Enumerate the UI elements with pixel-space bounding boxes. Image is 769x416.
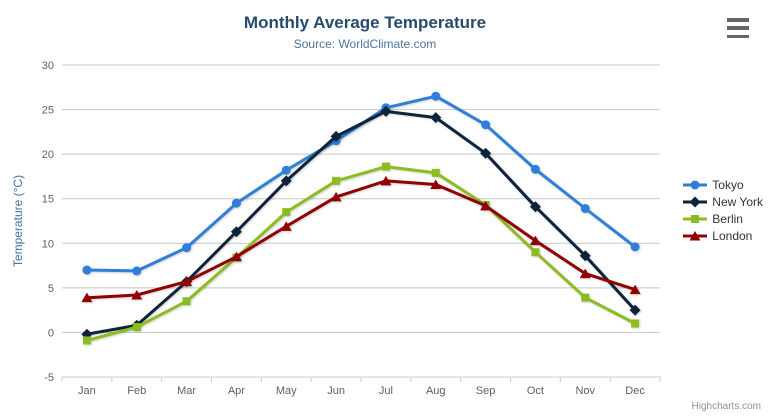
square-marker-icon[interactable] xyxy=(691,214,700,223)
data-point[interactable] xyxy=(579,268,591,279)
chart-title: Monthly Average Temperature xyxy=(243,13,487,32)
data-point[interactable] xyxy=(631,319,640,328)
x-axis-label: Dec xyxy=(625,385,645,397)
data-point[interactable] xyxy=(430,179,442,189)
series-new-york xyxy=(81,105,641,340)
data-point[interactable] xyxy=(431,168,440,177)
diamond-legend-marker-icon xyxy=(683,196,708,207)
y-axis-label: 10 xyxy=(42,238,54,250)
y-axis-label: 30 xyxy=(42,60,54,72)
data-point[interactable] xyxy=(480,147,492,159)
data-point[interactable] xyxy=(581,293,590,302)
data-point[interactable] xyxy=(82,336,91,345)
data-point[interactable] xyxy=(182,297,191,306)
data-point[interactable] xyxy=(481,120,491,130)
chart-subtitle: Source: WorldClimate.com xyxy=(293,37,437,51)
legend-item-tokyo[interactable]: Tokyo xyxy=(683,176,763,193)
data-point[interactable] xyxy=(430,112,442,124)
data-point[interactable] xyxy=(332,176,341,185)
data-point[interactable] xyxy=(230,226,242,238)
series-line xyxy=(86,165,636,342)
data-point[interactable] xyxy=(131,289,143,300)
data-point[interactable] xyxy=(282,208,291,217)
series-tokyo xyxy=(82,91,640,276)
legend-item-label: London xyxy=(712,228,753,243)
x-axis-label: Feb xyxy=(127,385,146,397)
series-london xyxy=(81,175,641,303)
y-axis-title: Temperature (°C) xyxy=(11,175,25,267)
data-point[interactable] xyxy=(380,105,392,117)
x-axis-label: Apr xyxy=(228,385,245,397)
context-menu-button[interactable] xyxy=(727,18,751,38)
data-point[interactable] xyxy=(431,91,441,101)
data-point[interactable] xyxy=(580,204,590,214)
y-axis-label: 0 xyxy=(48,327,54,339)
legend: Tokyo New York Berlin London xyxy=(683,176,763,244)
x-axis-label: Jan xyxy=(78,385,96,397)
data-point[interactable] xyxy=(182,243,192,253)
data-point[interactable] xyxy=(630,242,640,252)
y-axis-label: -5 xyxy=(44,372,54,384)
x-axis-label: Mar xyxy=(177,385,196,397)
legend-item-berlin[interactable]: Berlin xyxy=(683,210,763,227)
circle-marker-icon[interactable] xyxy=(690,180,700,189)
x-axis-label: Oct xyxy=(527,385,544,397)
data-point[interactable] xyxy=(132,266,142,276)
data-point[interactable] xyxy=(132,323,141,332)
data-point[interactable] xyxy=(280,175,292,187)
series-line xyxy=(86,109,637,336)
data-point[interactable] xyxy=(529,201,541,213)
triangle-legend-marker-icon xyxy=(683,230,708,241)
hamburger-menu-icon xyxy=(727,26,749,30)
data-point[interactable] xyxy=(579,250,591,262)
data-point[interactable] xyxy=(330,191,342,202)
y-axis-label: 5 xyxy=(48,283,54,295)
hamburger-menu-icon xyxy=(727,34,749,38)
legend-item-london[interactable]: London xyxy=(683,227,763,244)
data-point[interactable] xyxy=(531,248,540,257)
x-axis-label: Sep xyxy=(476,385,496,397)
square-legend-marker-icon xyxy=(683,214,708,223)
diamond-marker-icon[interactable] xyxy=(689,196,701,207)
triangle-marker-icon[interactable] xyxy=(689,230,701,241)
circle-legend-marker-icon xyxy=(683,180,708,189)
x-axis-label: Jul xyxy=(379,385,393,397)
data-point[interactable] xyxy=(480,200,492,211)
data-point[interactable] xyxy=(230,251,242,262)
legend-item-label: New York xyxy=(712,194,763,209)
y-axis-label: 25 xyxy=(42,105,54,117)
x-axis-label: Aug xyxy=(426,385,446,397)
data-point[interactable] xyxy=(280,221,292,231)
data-point[interactable] xyxy=(82,265,92,275)
data-point[interactable] xyxy=(629,304,641,316)
y-axis-label: 20 xyxy=(42,149,54,161)
data-point[interactable] xyxy=(529,235,541,246)
data-point[interactable] xyxy=(181,276,193,287)
data-point[interactable] xyxy=(530,164,540,174)
data-point[interactable] xyxy=(81,292,93,303)
legend-item-label: Tokyo xyxy=(712,177,744,192)
credits-link[interactable]: Highcharts.com xyxy=(691,401,761,412)
legend-item-new-york[interactable]: New York xyxy=(683,193,763,210)
data-point[interactable] xyxy=(381,162,390,171)
x-axis-label: Nov xyxy=(575,385,595,397)
x-axis-label: May xyxy=(276,385,297,397)
data-point[interactable] xyxy=(330,130,342,142)
data-point[interactable] xyxy=(281,165,291,175)
data-point[interactable] xyxy=(231,198,241,208)
legend-item-label: Berlin xyxy=(712,211,743,226)
series-line xyxy=(86,179,636,300)
y-axis-label: 15 xyxy=(42,194,54,206)
x-axis-label: Jun xyxy=(327,385,345,397)
data-point[interactable] xyxy=(380,175,392,186)
data-point[interactable] xyxy=(629,284,641,295)
hamburger-menu-icon xyxy=(727,18,749,22)
